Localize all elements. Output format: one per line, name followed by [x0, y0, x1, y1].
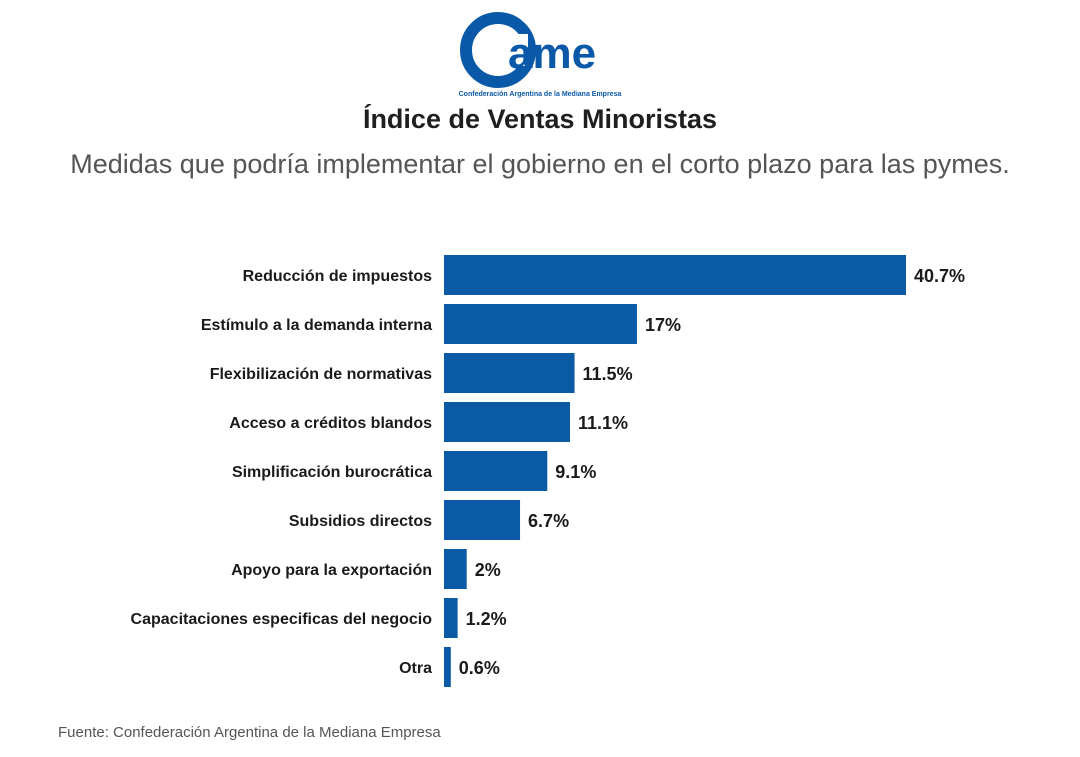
value-label: 1.2%	[466, 609, 507, 629]
came-logo-mark: ame Confederación Argentina de la Median…	[459, 12, 622, 98]
value-label: 0.6%	[459, 658, 500, 678]
chart-subtitle: Medidas que podría implementar el gobier…	[70, 149, 1010, 179]
value-label: 11.5%	[583, 364, 633, 384]
category-label: Estímulo a la demanda interna	[201, 317, 432, 334]
bar	[444, 549, 467, 589]
source-note: Fuente: Confederación Argentina de la Me…	[58, 724, 441, 741]
category-label: Flexibilización de normativas	[210, 366, 432, 383]
value-label: 11.1%	[578, 413, 628, 433]
value-label: 2%	[475, 560, 501, 580]
bar	[444, 500, 521, 540]
value-label: 40.7%	[914, 266, 965, 286]
came-logo: ame Confederación Argentina de la Median…	[0, 10, 1080, 100]
bar	[444, 451, 548, 491]
category-label: Acceso a créditos blandos	[229, 415, 432, 432]
bar	[444, 647, 451, 687]
bar	[444, 353, 575, 393]
category-label: Apoyo para la exportación	[231, 562, 432, 579]
bar	[444, 402, 570, 442]
bar	[444, 255, 906, 295]
category-label: Subsidios directos	[289, 513, 432, 530]
bar	[444, 304, 637, 344]
category-label: Capacitaciones especificas del negocio	[131, 611, 433, 628]
logo-wordmark: ame	[508, 29, 596, 78]
category-label: Simplificación burocrática	[232, 464, 432, 481]
bar	[444, 598, 458, 638]
category-label: Reducción de impuestos	[243, 268, 432, 285]
value-label: 17%	[645, 315, 681, 335]
value-label: 9.1%	[555, 462, 596, 482]
chart-title: Índice de Ventas Minoristas	[362, 104, 718, 134]
category-label: Otra	[399, 660, 432, 677]
bar-chart: Reducción de impuestos 40.7% Estímulo a la…	[131, 255, 965, 687]
logo-tagline: Confederación Argentina de la Mediana Em…	[459, 91, 622, 98]
value-label: 6.7%	[528, 511, 569, 531]
